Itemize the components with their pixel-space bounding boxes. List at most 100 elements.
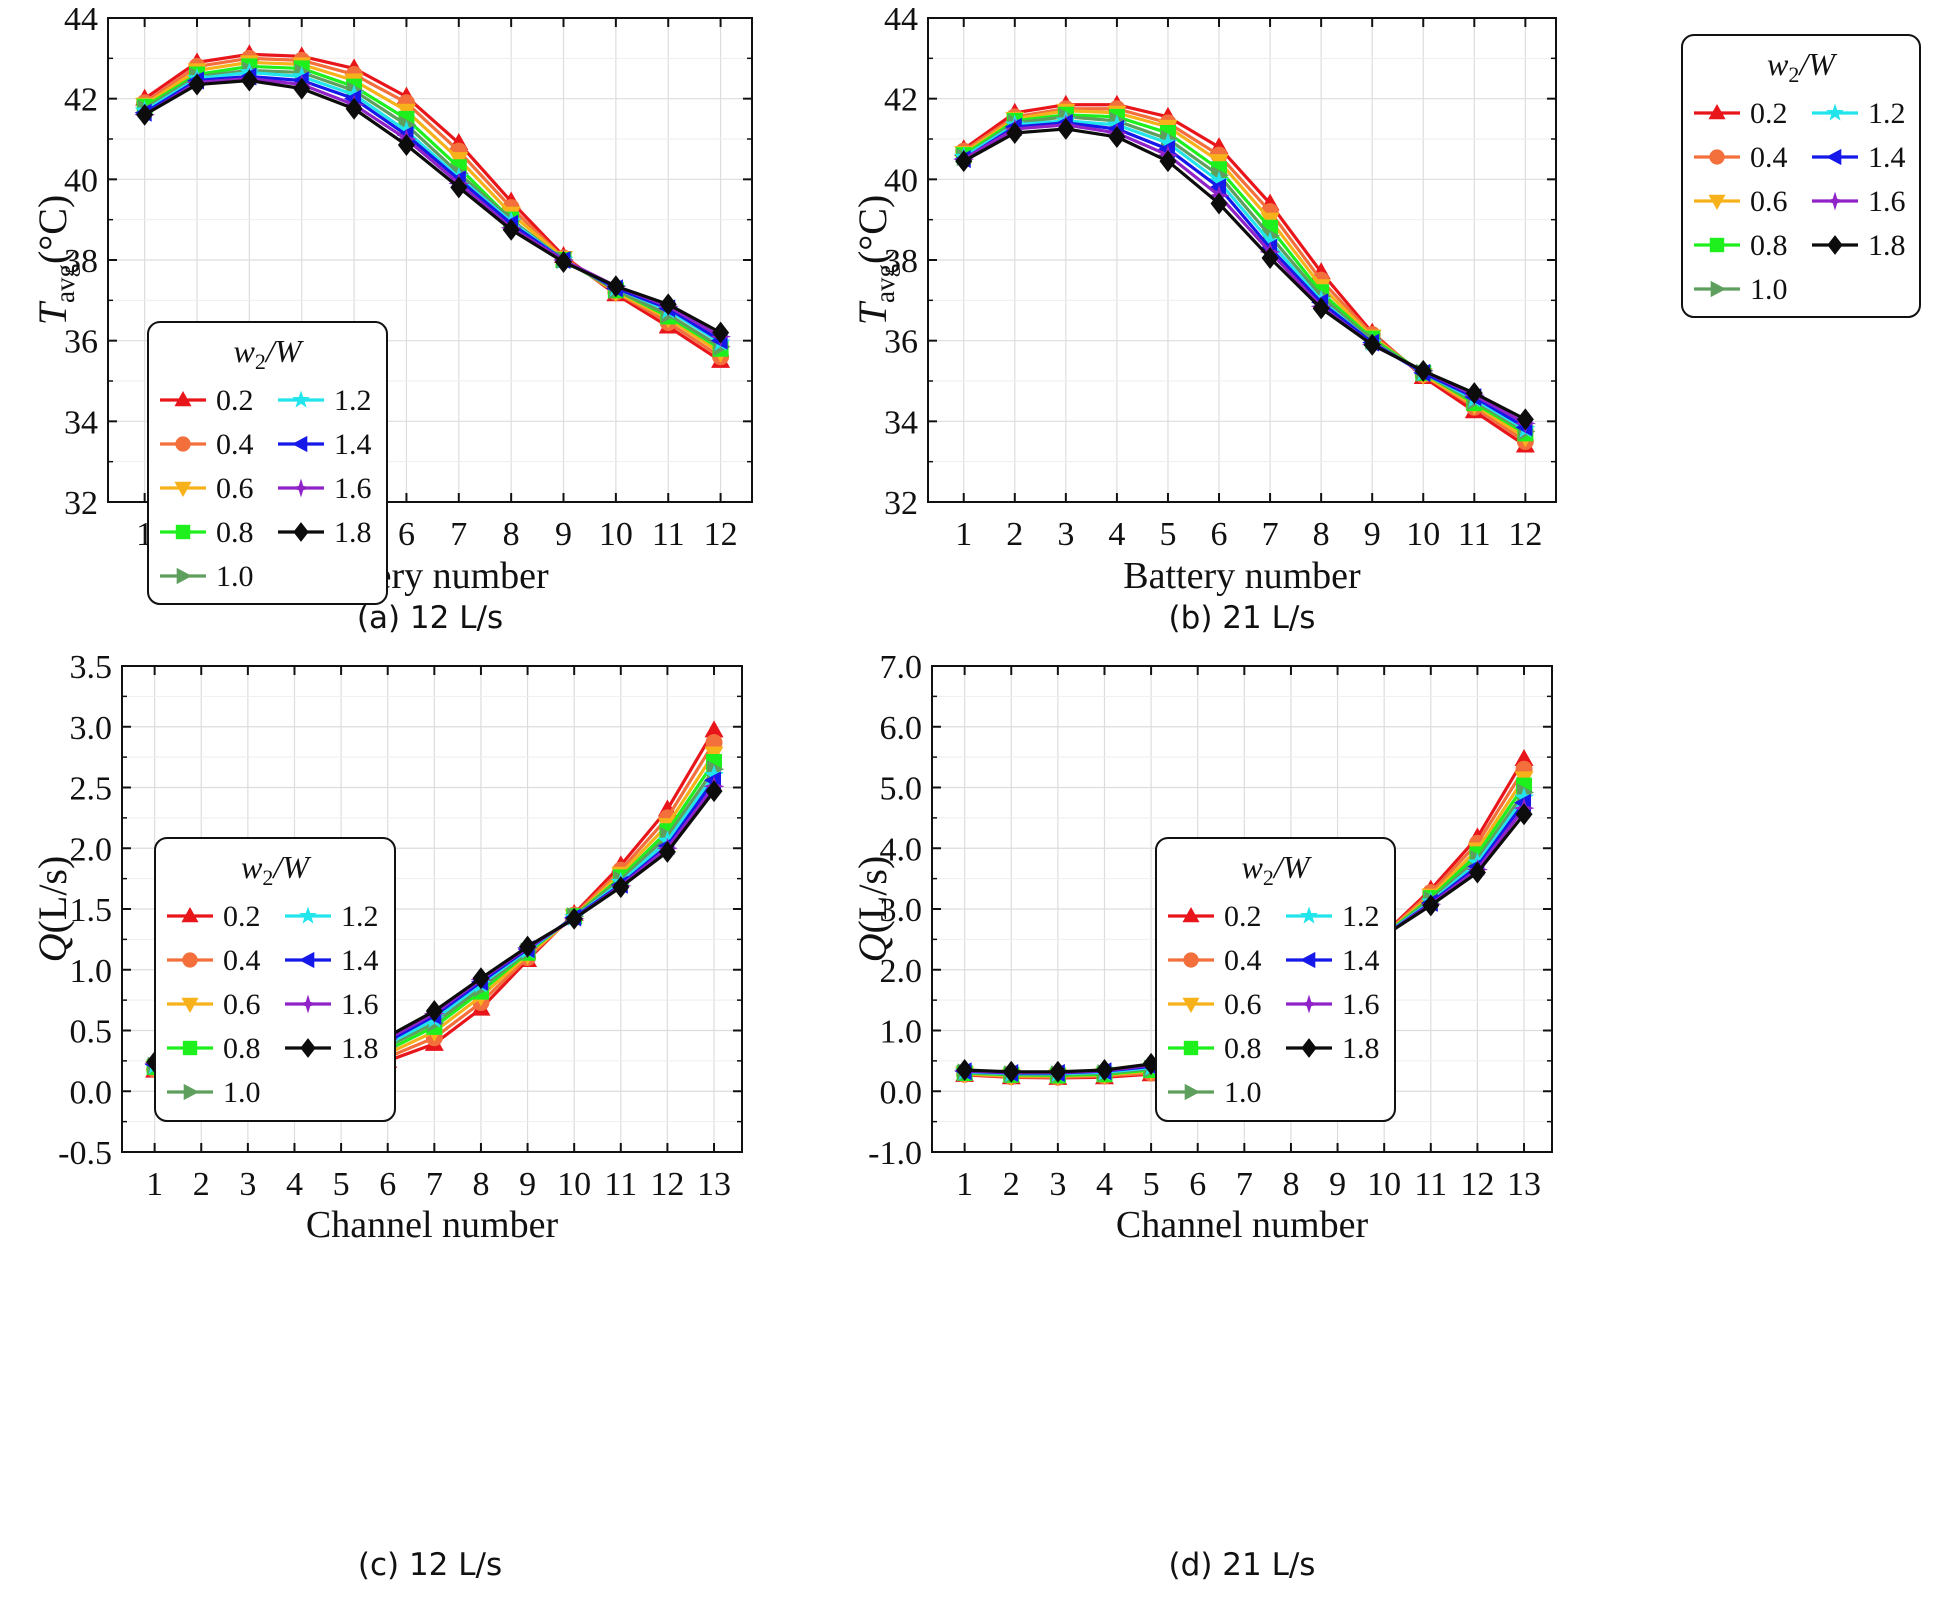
x-tick-label: 6 (1189, 1166, 1206, 1203)
legend-label: 0.4 (216, 428, 254, 461)
x-tick-label: 2 (193, 1166, 210, 1203)
x-tick-label: 13 (1507, 1166, 1541, 1203)
y-axis-label-unit: (L/s) (850, 856, 895, 934)
legend-marker (300, 1038, 316, 1058)
y-axis-label: Tavg(°C) (30, 195, 80, 326)
legend-box (154, 837, 396, 1122)
x-tick-label: 11 (652, 516, 685, 553)
x-tick-label: 12 (650, 1166, 684, 1203)
legend-marker (1182, 907, 1200, 923)
series-line-0-4 (143, 56, 722, 359)
x-tick-label: 4 (1108, 516, 1125, 553)
legend-marker (174, 481, 192, 497)
y-tick-label: 38 (884, 243, 918, 280)
data-point-1-8 (450, 176, 468, 199)
data-point-1-2 (1260, 231, 1281, 251)
x-tick-label: 2 (1006, 516, 1023, 553)
data-point-1-8 (1422, 894, 1440, 917)
legend-label: 0.6 (216, 472, 254, 505)
legend-label: 1.0 (1224, 1076, 1262, 1109)
y-tick-label: 3.0 (70, 710, 113, 747)
x-tick-label: 6 (379, 1166, 396, 1203)
legend-title-rest: /W (1797, 46, 1838, 82)
legend-title-main: w (241, 849, 263, 885)
legend-marker (293, 522, 309, 542)
data-point-1-2 (1157, 132, 1178, 152)
legend-label: 0.8 (1750, 229, 1788, 262)
y-tick-label: 2.0 (70, 831, 113, 868)
legend-marker (175, 436, 191, 452)
x-tick-label: 5 (333, 1166, 350, 1203)
legend-title: w2/W (241, 849, 312, 890)
y-axis-label-main: Q (30, 933, 75, 962)
x-tick-label: 4 (1096, 1166, 1113, 1203)
x-tick-label: 7 (450, 516, 467, 553)
data-point-1-8 (1095, 1058, 1113, 1081)
x-tick-label: 11 (604, 1166, 637, 1203)
panel-c: 1 2 3 4 5 6 7 8 9 10 11 12 13-0.50.00.51.01.52.02.53… (30, 649, 743, 1583)
y-tick-label: 1.0 (880, 1014, 923, 1051)
data-point-1-8 (502, 218, 520, 241)
x-tick-label: 10 (1367, 1166, 1401, 1203)
series-line-0-2 (962, 103, 1527, 447)
legend-label: 0.8 (223, 1032, 261, 1065)
panel-d: 1 2 3 4 5 6 7 8 9 10 11 12 13-1.00.01.02.03.04.05.06… (850, 649, 1553, 1583)
legend-label: 1.8 (334, 516, 372, 549)
legend: w2/W 0.2 0.4 0.6 0.8 1.0 1.2 1.4 1.6 1.8 (1155, 837, 1396, 1122)
data-point-1-8 (658, 840, 676, 863)
series-line-1-8 (143, 78, 722, 335)
x-tick-label: 10 (557, 1166, 591, 1203)
series-line-0-6 (962, 109, 1527, 439)
x-tick-label: 11 (1414, 1166, 1447, 1203)
y-tick-label: 0.5 (70, 1014, 113, 1051)
legend-marker (1300, 951, 1316, 969)
x-tick-label: 1 (956, 1166, 973, 1203)
x-tick-label: 1 (955, 516, 972, 553)
data-point-1-8 (555, 251, 573, 274)
legend-title-rest: /W (271, 849, 312, 885)
x-tick-label: 7 (426, 1166, 443, 1203)
x-tick-label: 8 (503, 516, 520, 553)
legend-label: 1.4 (334, 428, 372, 461)
x-axis-label: Battery number (1123, 555, 1361, 597)
data-point-1-8 (712, 321, 730, 344)
data-point-1-8 (1006, 121, 1024, 144)
legend-marker (1709, 237, 1725, 253)
y-tick-label: 0.0 (70, 1074, 113, 1111)
legend-marker (1184, 1083, 1200, 1101)
y-axis-label-main: Q (850, 933, 895, 962)
legend-marker (299, 906, 317, 924)
legend-title-rest: /W (264, 333, 305, 369)
data-point-1-8 (1363, 333, 1381, 356)
y-axis-label-unit: (°C) (850, 195, 895, 264)
x-tick-label: 12 (1460, 1166, 1494, 1203)
data-point-1-2 (1514, 787, 1535, 807)
y-tick-label: 7.0 (880, 649, 923, 686)
legend-marker (1299, 994, 1319, 1014)
data-point-1-8 (1210, 192, 1228, 215)
y-tick-label: 5.0 (880, 771, 923, 808)
data-point-1-8 (1108, 125, 1126, 148)
legend-marker (1301, 1038, 1317, 1058)
x-tick-label: 3 (1057, 516, 1074, 553)
x-tick-label: 9 (519, 1166, 536, 1203)
data-point-1-8 (293, 77, 311, 100)
data-point-1-8 (1312, 297, 1330, 320)
data-point-1-8 (1515, 803, 1533, 826)
y-axis-label-main: T (30, 300, 75, 325)
y-axis-label-unit: (L/s) (30, 856, 75, 934)
y-axis-label-sub: avg (870, 264, 900, 303)
legend-title: w2/W (234, 333, 305, 374)
ticks: 1 2 3 4 5 6 7 8 9 10 11 12 13-1.00.01.02.03.04.05.06… (868, 649, 1552, 1203)
panel-caption: (c) 12 L/s (358, 1547, 502, 1583)
data-point-1-8 (607, 275, 625, 298)
legend-marker (1708, 104, 1726, 120)
x-axis-label: Channel number (1116, 1204, 1369, 1246)
data-point-1-8 (425, 1000, 443, 1023)
data-point-1-8 (1002, 1060, 1020, 1083)
grid (928, 17, 1556, 503)
legend-title-sub: 2 (1788, 62, 1799, 87)
legend-marker (1825, 191, 1845, 211)
legend-marker (182, 1040, 198, 1056)
series-group (134, 44, 732, 368)
